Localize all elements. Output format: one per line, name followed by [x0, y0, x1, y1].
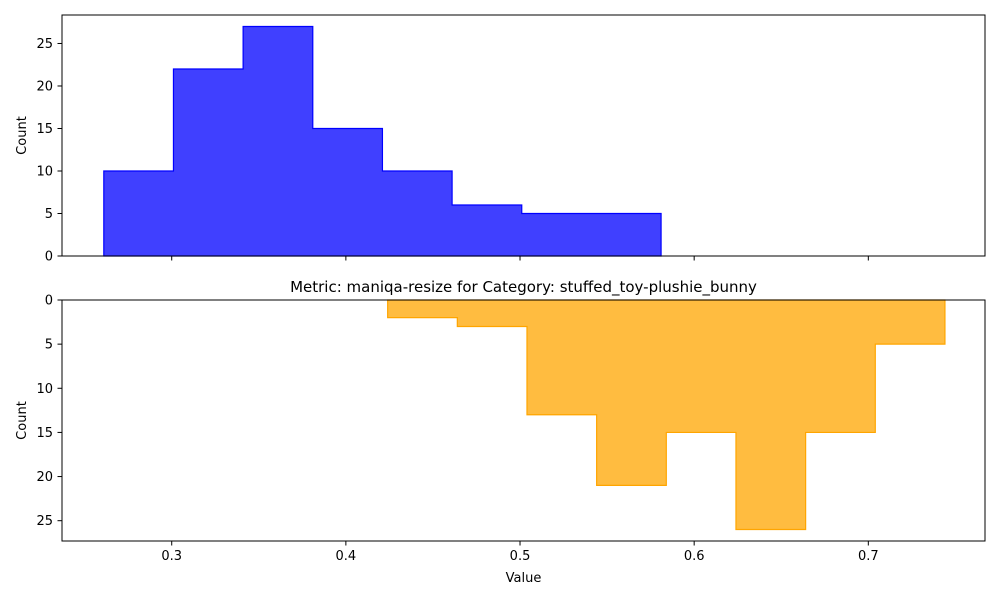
y-tick-label-bottom-3: 15 [36, 426, 53, 441]
y-tick-label-top-0: 0 [45, 250, 53, 265]
chart-panel-top: 0 5 10 15 20 25 Count [15, 14, 986, 265]
x-tick-label-bottom-2: 0.5 [510, 549, 531, 564]
axes-frame-bottom [61, 299, 986, 542]
y-tick-label-top-3: 15 [36, 122, 53, 137]
axes-frame-top [61, 14, 986, 257]
histogram-series-bottom [387, 299, 946, 531]
x-tick-label-bottom-0: 0.3 [161, 549, 182, 564]
y-tick-label-bottom-0: 0 [45, 294, 53, 309]
x-tick-label-bottom-4: 0.7 [858, 549, 879, 564]
chart-title-bottom: Metric: maniqa-resize for Category: stuf… [290, 278, 757, 297]
x-axis-label-bottom: Value [506, 571, 542, 586]
x-tick-label-bottom-1: 0.4 [336, 549, 357, 564]
y-tick-label-bottom-4: 20 [36, 470, 53, 485]
histogram-area-bottom [387, 299, 946, 531]
y-axis-label-bottom: Count [15, 401, 30, 440]
histogram-series-top [103, 25, 662, 257]
y-tick-label-bottom-1: 5 [45, 338, 53, 353]
histogram-area-top [103, 25, 662, 257]
y-tick-label-top-2: 10 [36, 164, 53, 179]
y-tick-label-top-1: 5 [45, 207, 53, 222]
y-axis-label-top: Count [15, 116, 30, 155]
chart-panel-bottom: 0.3 0.4 0.5 0.6 0.7 0 5 10 15 20 25 Count Value Metri… [15, 278, 986, 586]
y-tick-label-top-5: 25 [36, 37, 53, 52]
y-tick-label-top-4: 20 [36, 79, 53, 94]
y-tick-label-bottom-5: 25 [36, 514, 53, 529]
y-tick-label-bottom-2: 10 [36, 382, 53, 397]
x-tick-label-bottom-3: 0.6 [684, 549, 705, 564]
